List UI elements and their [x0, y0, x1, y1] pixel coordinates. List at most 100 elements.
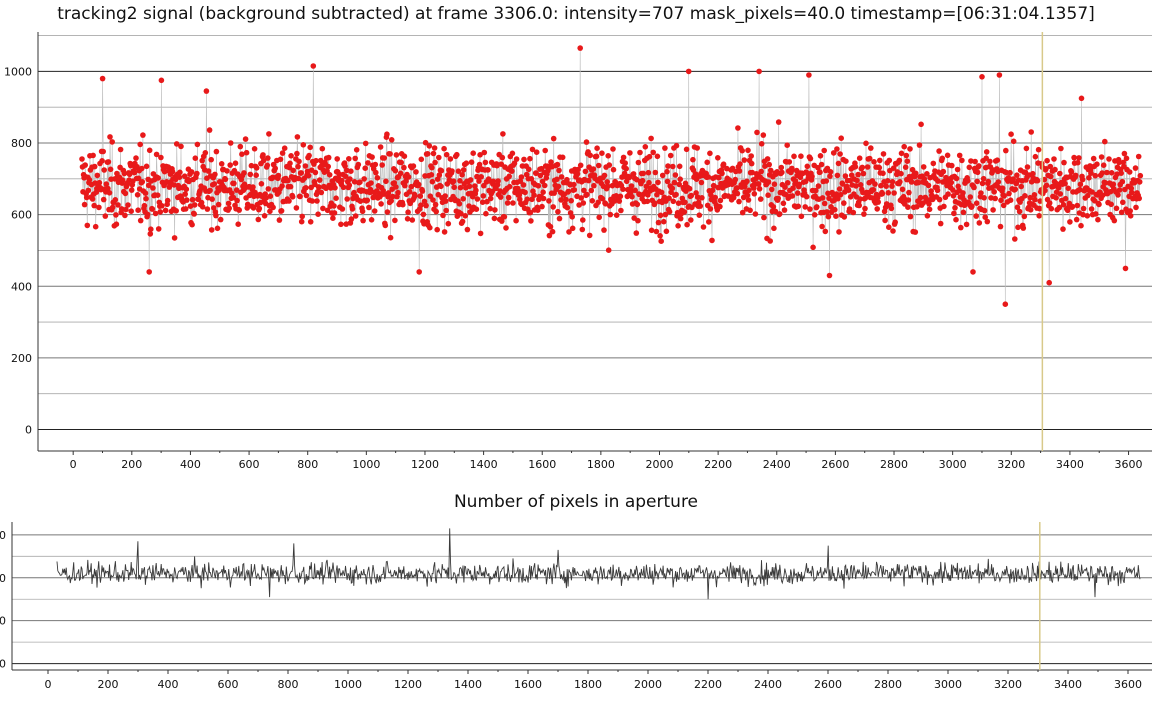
- data-point: [94, 172, 101, 179]
- data-point: [556, 215, 563, 222]
- data-point: [630, 171, 637, 177]
- data-point: [1048, 205, 1055, 212]
- data-point: [825, 190, 831, 197]
- data-point: [432, 201, 439, 208]
- data-point: [1020, 225, 1027, 231]
- data-point: [463, 160, 470, 166]
- data-point: [756, 68, 762, 75]
- data-point: [467, 177, 474, 183]
- data-point: [571, 181, 577, 188]
- data-point: [616, 198, 623, 204]
- data-point: [342, 173, 349, 180]
- data-point: [859, 164, 866, 171]
- data-point: [606, 162, 613, 168]
- data-point: [324, 207, 331, 214]
- data-point: [697, 203, 704, 209]
- data-point: [835, 195, 841, 202]
- data-point: [154, 192, 161, 198]
- data-point: [798, 153, 804, 159]
- data-point: [1123, 155, 1130, 162]
- data-point: [559, 154, 566, 161]
- data-point: [162, 207, 169, 214]
- data-point: [593, 153, 600, 160]
- data-point: [880, 151, 887, 157]
- data-point: [318, 189, 325, 196]
- data-point: [591, 182, 597, 189]
- data-point: [122, 190, 129, 197]
- y-tick-label: 0: [25, 424, 32, 437]
- data-point: [258, 181, 265, 187]
- data-point: [417, 193, 424, 199]
- data-point: [1068, 169, 1075, 175]
- data-point: [146, 147, 153, 154]
- data-point: [1067, 219, 1073, 225]
- data-point: [1089, 189, 1095, 195]
- data-point: [402, 182, 408, 189]
- data-point: [264, 162, 271, 169]
- data-point: [1116, 187, 1123, 193]
- data-point: [646, 179, 652, 186]
- data-point: [1021, 213, 1028, 220]
- data-point: [999, 185, 1006, 191]
- data-point: [134, 192, 141, 198]
- x-tick-label: 1200: [394, 678, 422, 691]
- data-point: [1000, 202, 1007, 209]
- data-point: [1051, 156, 1057, 162]
- data-point: [521, 156, 527, 163]
- data-point: [1060, 201, 1067, 208]
- data-point: [772, 208, 779, 215]
- data-point: [141, 202, 148, 209]
- data-point: [265, 155, 271, 161]
- data-point: [470, 150, 477, 156]
- data-point: [405, 209, 411, 215]
- data-point: [969, 203, 975, 209]
- data-point: [287, 160, 293, 167]
- data-point: [745, 197, 752, 203]
- data-point: [817, 153, 824, 159]
- data-point: [914, 204, 920, 210]
- data-point: [477, 230, 484, 237]
- data-point: [263, 195, 270, 201]
- data-point: [288, 153, 294, 159]
- data-point: [830, 150, 837, 156]
- data-point: [1036, 205, 1043, 212]
- data-point: [577, 45, 583, 51]
- data-point: [460, 196, 467, 202]
- data-point: [191, 211, 197, 217]
- data-point: [807, 206, 813, 212]
- data-point: [765, 179, 772, 185]
- data-point: [645, 169, 652, 176]
- data-point: [387, 151, 393, 157]
- data-point: [389, 193, 396, 200]
- data-point: [990, 207, 996, 213]
- data-point: [443, 207, 450, 214]
- data-point: [1022, 193, 1028, 199]
- data-point: [563, 196, 569, 203]
- data-point: [628, 183, 635, 189]
- data-point: [707, 150, 713, 157]
- data-point: [267, 208, 273, 215]
- data-point: [408, 183, 415, 190]
- data-point: [388, 137, 395, 143]
- data-point: [218, 161, 225, 167]
- x-tick-label: 1000: [334, 678, 362, 691]
- data-point: [758, 141, 765, 147]
- data-point: [1119, 178, 1126, 185]
- data-point: [659, 172, 666, 179]
- x-tick-label: 800: [297, 458, 318, 471]
- data-point: [243, 149, 250, 156]
- data-point: [1007, 197, 1014, 203]
- data-point: [1062, 195, 1069, 202]
- data-point: [368, 180, 374, 186]
- data-point: [255, 216, 262, 223]
- data-point: [485, 167, 491, 173]
- data-point: [815, 183, 822, 189]
- data-point: [84, 222, 91, 229]
- data-point: [155, 226, 162, 232]
- data-point: [811, 212, 818, 218]
- data-point: [945, 191, 951, 197]
- data-point: [627, 150, 633, 156]
- data-point: [845, 187, 852, 193]
- data-point: [1118, 209, 1125, 216]
- x-tick-label: 1600: [528, 458, 556, 471]
